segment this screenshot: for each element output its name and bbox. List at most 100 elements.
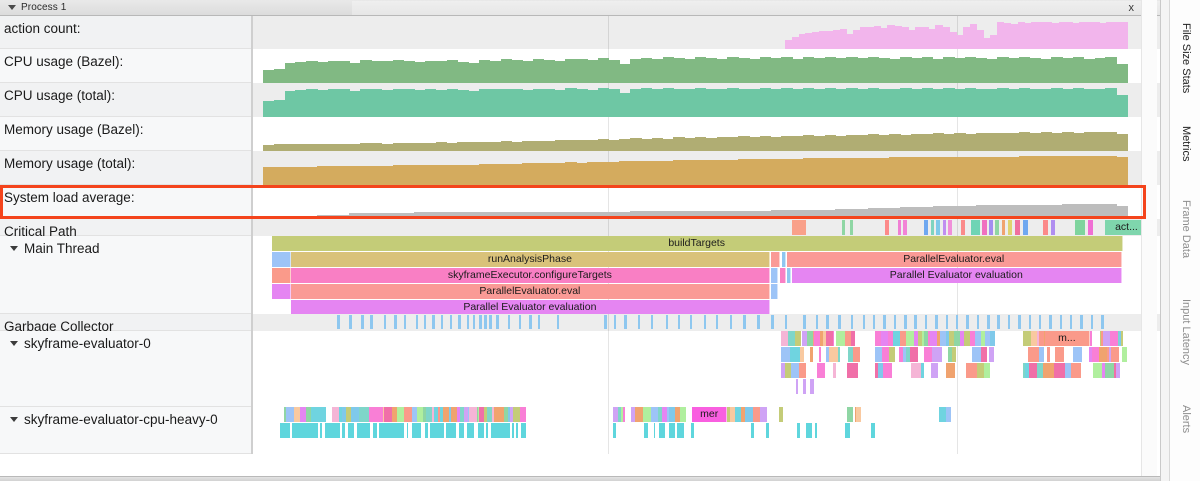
flame-slice[interactable] bbox=[892, 331, 901, 346]
gc-marker[interactable] bbox=[757, 315, 760, 329]
flame-slice[interactable] bbox=[484, 407, 487, 422]
flame-slice[interactable] bbox=[617, 407, 621, 422]
flame-slice[interactable] bbox=[372, 423, 376, 438]
gc-marker[interactable] bbox=[924, 315, 928, 329]
critical-path-slice[interactable] bbox=[1001, 220, 1006, 235]
flame-slice[interactable] bbox=[414, 423, 418, 438]
flame-slice[interactable] bbox=[960, 331, 964, 346]
flame-slice[interactable] bbox=[366, 423, 370, 438]
gc-marker[interactable] bbox=[987, 315, 990, 329]
flame-slice[interactable] bbox=[434, 423, 437, 438]
flame-slice[interactable] bbox=[889, 331, 893, 346]
flame-slice[interactable] bbox=[1029, 363, 1038, 378]
flame-slice[interactable] bbox=[271, 284, 291, 299]
flame-slice[interactable] bbox=[782, 252, 786, 267]
flame-slice[interactable] bbox=[832, 363, 836, 378]
flame-slice[interactable] bbox=[931, 363, 939, 378]
flame-slice[interactable] bbox=[1110, 347, 1120, 362]
flame-slice[interactable] bbox=[329, 423, 333, 438]
side-tab-file-size-stats[interactable]: File Size Stats bbox=[1180, 22, 1192, 94]
flame-slice[interactable] bbox=[516, 423, 518, 438]
flame-slice[interactable] bbox=[503, 423, 507, 438]
flame-slice[interactable] bbox=[375, 423, 377, 438]
gc-marker[interactable] bbox=[715, 315, 719, 329]
critical-path-slice[interactable] bbox=[791, 220, 806, 235]
flame-slice[interactable] bbox=[798, 363, 807, 378]
flame-slice[interactable] bbox=[1110, 331, 1118, 346]
flame-slice[interactable] bbox=[945, 363, 955, 378]
flame-slice[interactable] bbox=[305, 423, 307, 438]
flame-slice[interactable] bbox=[923, 347, 932, 362]
critical-path-slice[interactable] bbox=[948, 220, 952, 235]
flame-slice[interactable] bbox=[789, 347, 800, 362]
flame-slice[interactable] bbox=[806, 423, 811, 438]
flame-slice[interactable] bbox=[512, 407, 521, 422]
flame-slice[interactable] bbox=[424, 423, 428, 438]
flame-slice[interactable] bbox=[1118, 331, 1122, 346]
horizontal-scrollbar[interactable] bbox=[0, 476, 1160, 481]
caret-down-icon[interactable] bbox=[8, 5, 16, 10]
flame-slice[interactable] bbox=[984, 331, 991, 346]
flame-slice[interactable] bbox=[634, 407, 643, 422]
flame-slice[interactable] bbox=[847, 423, 851, 438]
skyframe-evaluator-cpu-heavy-0-label-cell[interactable]: skyframe-evaluator-cpu-heavy-0 bbox=[0, 407, 251, 454]
flame-slice[interactable] bbox=[836, 331, 845, 346]
flame-slice[interactable] bbox=[446, 423, 449, 438]
gc-marker[interactable] bbox=[507, 315, 510, 329]
flame-slice[interactable] bbox=[1030, 331, 1037, 346]
flame-slice[interactable] bbox=[948, 331, 955, 346]
flame-slice[interactable] bbox=[352, 423, 354, 438]
flame-slice[interactable] bbox=[500, 423, 504, 438]
flame-slice[interactable] bbox=[466, 423, 471, 438]
flame-slice-labeled[interactable]: m... bbox=[1044, 331, 1090, 346]
critical-path-slice[interactable] bbox=[849, 220, 854, 235]
gc-marker[interactable] bbox=[1090, 315, 1094, 329]
flame-slice[interactable] bbox=[1102, 363, 1105, 378]
flame-slice[interactable] bbox=[814, 331, 820, 346]
flame-slice[interactable]: ParallelEvaluator.eval bbox=[290, 284, 771, 299]
flame-slice[interactable] bbox=[810, 423, 812, 438]
flame-slice[interactable] bbox=[679, 407, 687, 422]
flame-slice[interactable] bbox=[310, 423, 313, 438]
critical-path-slice[interactable] bbox=[885, 220, 890, 235]
flame-slice[interactable] bbox=[856, 407, 861, 422]
flame-slice[interactable] bbox=[980, 347, 987, 362]
flame-slice[interactable] bbox=[1114, 363, 1117, 378]
gc-marker[interactable] bbox=[458, 315, 461, 329]
side-tab-frame-data[interactable]: Frame Data bbox=[1180, 199, 1192, 259]
flame-slice[interactable] bbox=[493, 407, 496, 422]
flame-slice[interactable] bbox=[1117, 331, 1119, 346]
flame-slice[interactable] bbox=[339, 407, 342, 422]
flame-slice[interactable] bbox=[852, 347, 860, 362]
critical-path-slice[interactable] bbox=[841, 220, 846, 235]
gc-marker[interactable] bbox=[370, 315, 373, 329]
gc-marker[interactable] bbox=[349, 315, 352, 329]
flame-slice[interactable] bbox=[680, 423, 684, 438]
vertical-scrollbar-track[interactable] bbox=[1141, 0, 1157, 481]
flame-slice[interactable] bbox=[913, 331, 919, 346]
gc-marker[interactable] bbox=[955, 315, 959, 329]
flame-slice[interactable] bbox=[396, 423, 400, 438]
action-count-track[interactable] bbox=[251, 16, 1160, 49]
flame-slice[interactable] bbox=[847, 363, 859, 378]
gc-marker[interactable] bbox=[1018, 315, 1021, 329]
flame-slice[interactable] bbox=[888, 363, 893, 378]
gc-marker[interactable] bbox=[771, 315, 774, 329]
flame-slice[interactable] bbox=[631, 407, 635, 422]
flame-slice[interactable] bbox=[283, 407, 287, 422]
flame-slice[interactable] bbox=[724, 407, 731, 422]
flame-slice[interactable] bbox=[844, 331, 851, 346]
flame-slice[interactable] bbox=[809, 347, 813, 362]
flame-slice[interactable] bbox=[690, 423, 695, 438]
flame-slice[interactable] bbox=[871, 423, 876, 438]
flame-slice[interactable] bbox=[787, 268, 791, 283]
caret-down-icon[interactable] bbox=[10, 417, 18, 422]
flame-slice[interactable] bbox=[440, 423, 445, 438]
flame-slice[interactable] bbox=[787, 331, 796, 346]
critical-path-slice[interactable] bbox=[1088, 220, 1094, 235]
flame-slice[interactable] bbox=[669, 407, 675, 422]
gc-marker[interactable] bbox=[496, 315, 499, 329]
cpu-usage-bazel-label-cell[interactable]: CPU usage (Bazel): bbox=[0, 49, 251, 83]
flame-slice[interactable] bbox=[404, 407, 412, 422]
flame-slice[interactable] bbox=[900, 331, 904, 346]
